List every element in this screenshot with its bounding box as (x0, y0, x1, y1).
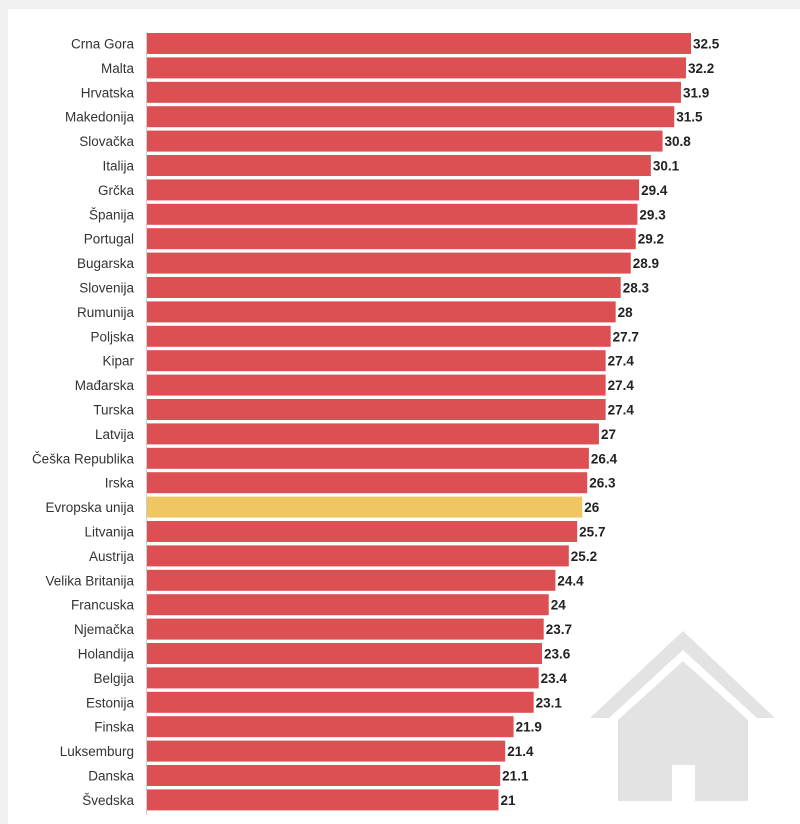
category-label: Francuska (71, 598, 135, 613)
value-label: 24 (551, 598, 567, 613)
bar (147, 179, 640, 201)
value-label: 31.5 (676, 110, 703, 125)
bar (147, 155, 651, 176)
bar (147, 789, 499, 811)
bar (147, 447, 589, 469)
value-label: 31.9 (683, 85, 709, 100)
bar (147, 765, 501, 786)
category-label: Hrvatska (81, 85, 135, 100)
category-label: Irska (105, 476, 135, 491)
bar (147, 203, 638, 225)
value-label: 29.2 (638, 232, 664, 247)
value-label: 23.4 (541, 671, 568, 686)
category-label: Turska (93, 403, 134, 418)
bar (147, 643, 543, 664)
value-label: 25.2 (571, 549, 597, 564)
category-label: Luksemburg (60, 744, 134, 759)
value-label: 26.4 (591, 451, 618, 466)
category-label: Poljska (90, 329, 134, 344)
category-label: Grčka (98, 183, 134, 198)
category-label: Portugal (84, 232, 134, 247)
bar (147, 228, 636, 250)
bar (147, 545, 569, 567)
value-label: 27.4 (608, 354, 635, 369)
category-label: Njemačka (74, 622, 135, 637)
value-label: 32.5 (693, 37, 720, 52)
category-label: Slovenija (79, 281, 134, 296)
category-label: Latvija (95, 427, 135, 442)
value-label: 23.1 (536, 695, 563, 710)
value-label: 30.1 (653, 159, 680, 174)
bar (147, 374, 606, 396)
bar (147, 618, 544, 640)
value-label: 21.1 (502, 769, 529, 784)
category-label: Makedonija (65, 110, 135, 125)
bar (147, 252, 631, 274)
house-icon (590, 631, 775, 801)
category-label: Austrija (89, 549, 135, 564)
value-label: 26 (584, 500, 600, 515)
bar (147, 81, 681, 103)
category-label: Finska (94, 720, 134, 735)
category-label: Holandija (78, 647, 135, 662)
value-label: 24.4 (557, 573, 584, 588)
bar (147, 496, 583, 518)
category-label: Češka Republika (32, 451, 135, 466)
category-label: Mađarska (75, 378, 135, 393)
bar (147, 130, 663, 152)
category-label: Kipar (102, 354, 134, 369)
value-label: 29.3 (639, 207, 666, 222)
bar (147, 521, 578, 542)
value-label: 29.4 (641, 183, 668, 198)
bar (147, 569, 556, 591)
value-label: 28.9 (633, 256, 659, 271)
value-label: 27.4 (608, 378, 635, 393)
value-label: 23.6 (544, 647, 571, 662)
bar (147, 716, 514, 738)
value-label: 27 (601, 427, 616, 442)
value-label: 26.3 (589, 476, 616, 491)
value-label: 21.4 (507, 744, 534, 759)
value-label: 32.2 (688, 61, 714, 76)
bar (147, 33, 691, 54)
bar (147, 57, 686, 79)
bar (147, 594, 549, 616)
bar (147, 350, 606, 372)
category-label: Španija (89, 207, 135, 222)
value-label: 21.9 (516, 720, 542, 735)
category-label: Bugarska (77, 256, 135, 271)
category-label: Malta (101, 61, 135, 76)
category-label: Rumunija (77, 305, 135, 320)
value-label: 25.7 (579, 525, 605, 540)
bar (147, 740, 506, 762)
category-label: Crna Gora (71, 37, 135, 52)
bar (147, 277, 621, 298)
value-label: 27.4 (608, 403, 635, 418)
category-label: Litvanija (84, 525, 134, 540)
category-label: Estonija (86, 695, 135, 710)
bar (147, 399, 606, 420)
category-label: Velika Britanija (45, 573, 134, 588)
category-label: Evropska unija (45, 500, 134, 515)
category-label: Belgija (93, 671, 134, 686)
value-label: 28 (618, 305, 634, 320)
category-label: Slovačka (79, 134, 134, 149)
bar (147, 106, 675, 128)
bar (147, 472, 588, 494)
value-label: 28.3 (623, 281, 650, 296)
category-label: Italija (102, 159, 134, 174)
value-label: 27.7 (613, 329, 639, 344)
value-label: 21 (501, 793, 517, 808)
bar (147, 667, 539, 689)
bar (147, 325, 611, 347)
value-label: 30.8 (665, 134, 692, 149)
category-label: Švedska (82, 793, 134, 808)
value-label: 23.7 (546, 622, 572, 637)
bar (147, 691, 534, 713)
category-label: Danska (88, 769, 134, 784)
bar (147, 423, 599, 445)
bar (147, 301, 616, 323)
